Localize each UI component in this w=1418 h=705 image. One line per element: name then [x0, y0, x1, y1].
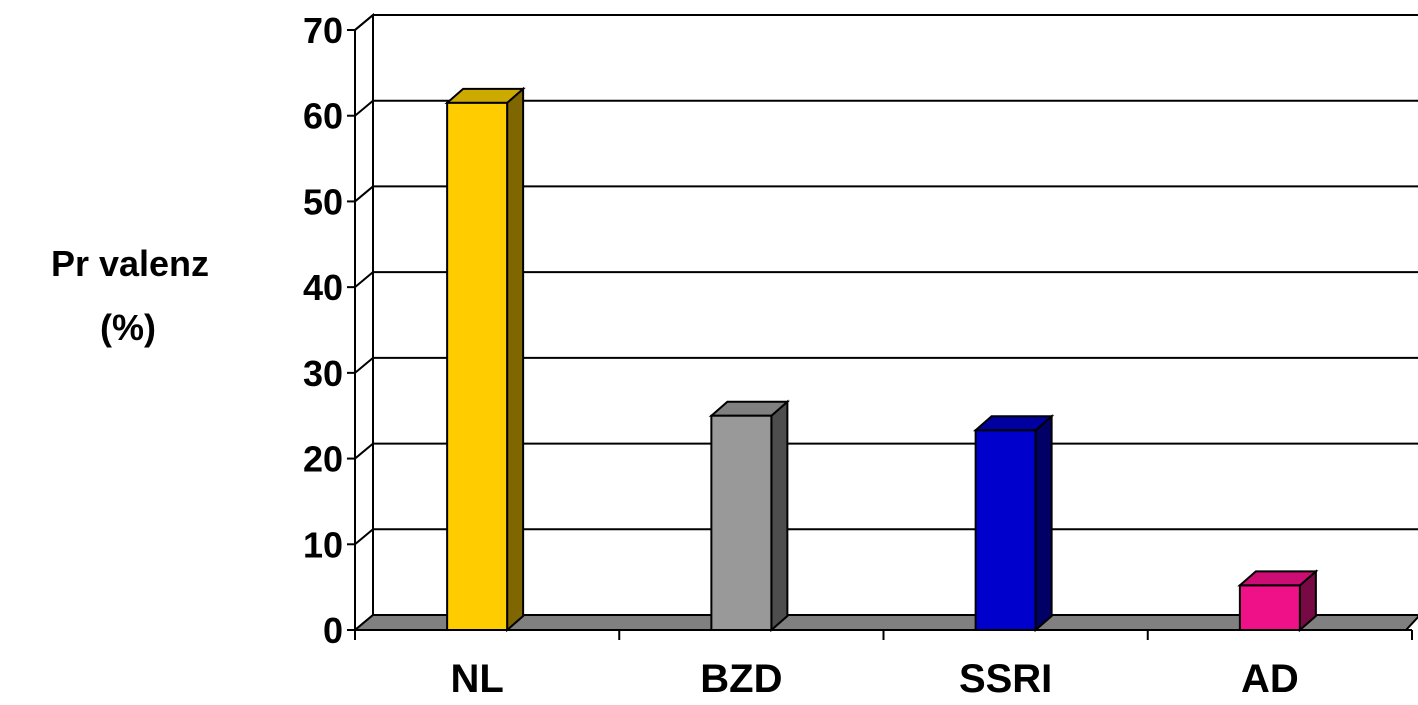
bar-side-nl	[506, 86, 525, 633]
y-tick-label: 50	[303, 181, 343, 222]
gridline	[354, 185, 1418, 203]
y-tick-label: 30	[303, 353, 343, 394]
y-tick-labels: 0 10 20 30 40 50 60 70	[303, 10, 343, 651]
y-axis-label-line-2: (%)	[100, 307, 156, 348]
bar-ssri	[974, 429, 1037, 631]
gridline	[354, 528, 1418, 546]
y-axis-label-line-1: Pr valenz	[51, 243, 209, 284]
bar-side-ssri	[1034, 414, 1053, 633]
gridlines	[354, 14, 1418, 546]
gridline	[354, 14, 1418, 31]
x-tick-label-nl: NL	[450, 657, 503, 700]
x-tick-labels: NL BZD SSRI AD	[450, 657, 1299, 701]
gridline	[354, 99, 1418, 117]
x-tick-label-ssri: SSRI	[959, 657, 1052, 700]
bar-series	[444, 86, 1319, 633]
gridline	[354, 356, 1418, 374]
y-tick-label: 0	[323, 610, 343, 651]
y-tick-label: 40	[303, 267, 343, 308]
x-tick-label-bzd: BZD	[700, 657, 782, 700]
gridline	[354, 271, 1418, 288]
gridline	[354, 442, 1418, 460]
bar-nl	[446, 101, 509, 632]
x-tick-label-ad: AD	[1241, 657, 1299, 700]
chart-axes	[347, 29, 1413, 640]
y-tick-label: 70	[303, 10, 343, 51]
bar-side-bzd	[770, 399, 789, 633]
y-tick-label: 10	[303, 524, 343, 565]
bar-ad	[1238, 584, 1301, 632]
y-tick-label: 60	[303, 96, 343, 137]
y-tick-label: 20	[303, 439, 343, 480]
bar-bzd	[710, 414, 773, 632]
